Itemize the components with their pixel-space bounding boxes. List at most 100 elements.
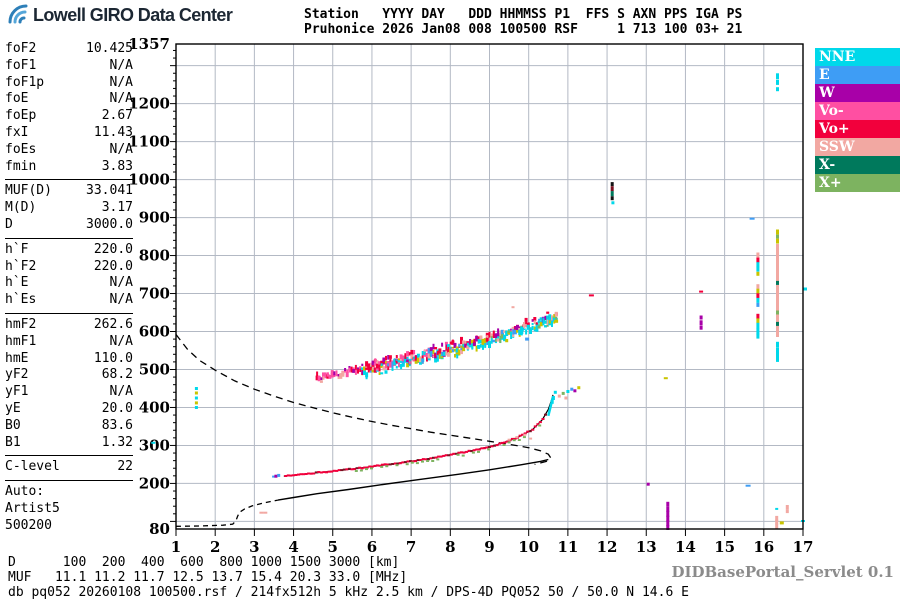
f-trace-echo xyxy=(355,467,359,470)
second-hop-echo xyxy=(371,360,375,366)
autoscaling-info: Artist5 xyxy=(5,501,133,518)
giro-wave-icon xyxy=(8,4,28,24)
second-hop-echo xyxy=(322,372,325,378)
f-trace-echo xyxy=(304,473,308,475)
second-hop-echo xyxy=(398,362,400,368)
second-hop-echo xyxy=(427,348,431,354)
second-hop-echo xyxy=(460,336,463,343)
x-plus-echo xyxy=(477,450,480,453)
param-separator xyxy=(5,237,133,239)
second-hop-echo xyxy=(425,352,429,358)
second-hop-echo xyxy=(535,322,538,325)
second-hop-echo xyxy=(464,340,468,346)
second-hop-echo xyxy=(408,352,411,356)
second-hop-echo xyxy=(388,363,392,368)
sporadic-echo xyxy=(259,511,264,514)
second-hop-echo xyxy=(469,341,472,345)
second-hop-echo xyxy=(460,348,463,355)
f-trace-echo xyxy=(322,471,326,474)
sporadic-echo xyxy=(666,506,670,512)
second-hop-echo xyxy=(401,355,405,362)
sporadic-echo xyxy=(564,396,568,400)
second-hop-echo xyxy=(462,340,466,346)
sporadic-echo xyxy=(776,310,779,315)
f-trace-echo xyxy=(460,451,463,454)
param-value: 20.0 xyxy=(101,400,133,416)
second-hop-echo xyxy=(413,350,416,355)
second-hop-echo xyxy=(378,364,382,368)
x-plus-echo xyxy=(522,436,526,439)
f-trace-echo xyxy=(398,462,402,465)
sporadic-echo xyxy=(785,509,789,514)
sporadic-echo xyxy=(776,280,779,285)
second-hop-echo xyxy=(385,363,387,369)
sporadic-echo xyxy=(553,390,557,394)
second-hop-echo xyxy=(324,372,327,377)
f-trace-echo xyxy=(498,442,502,445)
x-axis-label: 4 xyxy=(288,538,298,554)
sporadic-echo xyxy=(776,238,779,244)
param-label: D xyxy=(5,216,13,232)
sporadic-echo xyxy=(745,484,751,487)
f-trace-echo xyxy=(289,474,293,477)
param-value: N/A xyxy=(109,57,133,73)
x-axis-label: 3 xyxy=(249,538,259,554)
second-hop-echo xyxy=(391,367,394,371)
second-hop-echo xyxy=(525,329,528,335)
second-hop-echo xyxy=(426,356,428,362)
f-trace-echo xyxy=(393,462,397,465)
second-hop-echo xyxy=(445,349,448,356)
f-trace-echo xyxy=(528,430,532,433)
sporadic-echo xyxy=(663,377,668,380)
x-axis-label: 2 xyxy=(210,538,220,554)
true-height-profile xyxy=(277,458,549,501)
sporadic-echo xyxy=(756,297,760,303)
second-hop-echo xyxy=(490,338,493,344)
param-value: 220.0 xyxy=(93,241,133,257)
second-hop-echo xyxy=(432,355,435,358)
f-trace-echo xyxy=(424,458,428,461)
second-hop-echo xyxy=(516,327,519,333)
second-hop-echo xyxy=(533,326,536,330)
sporadic-echo xyxy=(756,322,760,329)
f-trace-echo xyxy=(330,470,334,473)
second-hop-echo xyxy=(419,357,422,363)
sporadic-echo xyxy=(776,321,779,326)
second-hop-echo xyxy=(539,317,543,321)
param-value: N/A xyxy=(109,141,133,157)
param-value: 83.6 xyxy=(101,417,133,433)
second-hop-echo xyxy=(470,339,474,344)
x-axis-label: 15 xyxy=(714,538,735,554)
param-separator xyxy=(5,312,133,314)
x-plus-echo xyxy=(385,465,389,468)
sporadic-echo xyxy=(507,438,511,441)
sporadic-echo xyxy=(272,475,276,478)
sporadic-echo xyxy=(666,525,670,530)
f-trace-echo xyxy=(521,433,525,436)
second-hop-echo xyxy=(319,380,323,383)
second-hop-echo xyxy=(492,332,495,339)
second-hop-echo xyxy=(494,333,498,338)
param-label: foF1 xyxy=(5,57,37,73)
second-hop-echo xyxy=(421,358,424,364)
second-hop-echo xyxy=(497,334,500,341)
second-hop-echo xyxy=(492,339,495,343)
f-trace-echo xyxy=(482,447,486,450)
param-row-b0: B0 83.6 xyxy=(5,418,133,435)
second-hop-echo xyxy=(500,329,504,334)
second-hop-echo xyxy=(485,332,489,337)
second-hop-echo xyxy=(414,359,418,364)
second-hop-echo xyxy=(393,359,397,365)
second-hop-echo xyxy=(432,343,435,350)
param-row-fof1: foF1 N/A xyxy=(5,58,133,75)
sporadic-echo xyxy=(551,396,555,400)
second-hop-echo xyxy=(337,375,340,380)
f-trace-echo xyxy=(518,434,522,437)
f-trace-echo xyxy=(307,472,311,475)
f-trace-echo xyxy=(541,418,545,420)
second-hop-echo xyxy=(416,353,420,358)
f-trace-echo xyxy=(378,464,382,467)
second-hop-echo xyxy=(316,371,319,378)
second-hop-echo xyxy=(387,363,390,367)
second-hop-echo xyxy=(384,370,388,374)
